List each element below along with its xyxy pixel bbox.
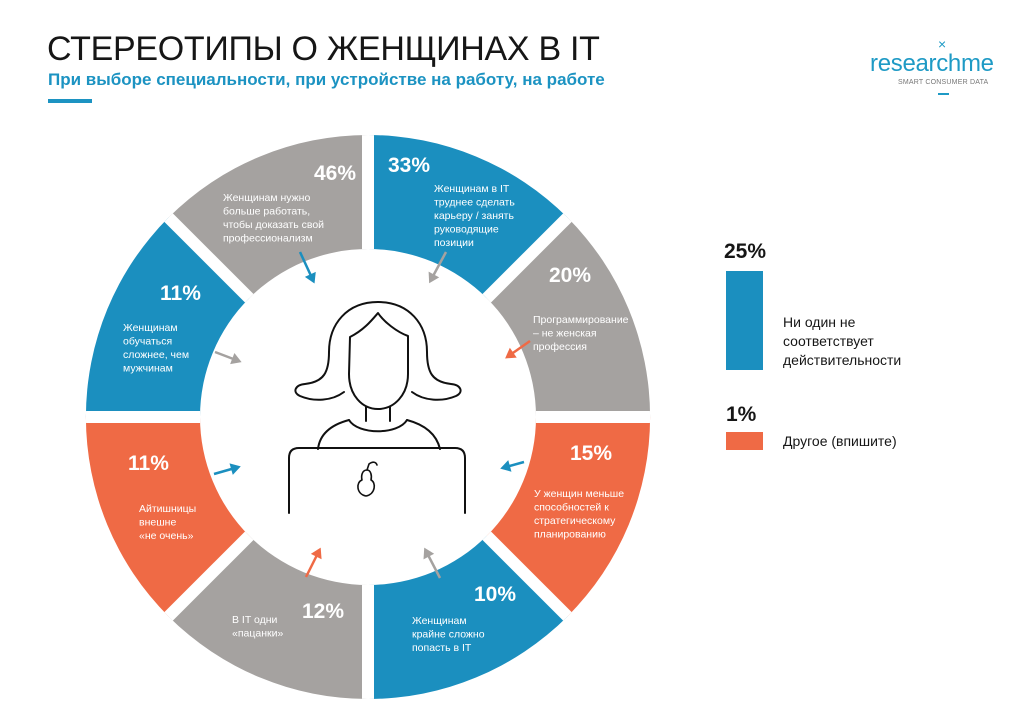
segment-label-line: стратегическому	[534, 515, 616, 527]
collar-outline	[348, 419, 408, 433]
segment-arrow-shaft	[430, 251, 448, 279]
face-outline	[348, 312, 409, 410]
segment-label-line: обучаться	[123, 336, 172, 348]
pear-logo-icon	[357, 461, 378, 497]
segment-arrow-shaft	[298, 251, 314, 279]
segment-label-line: профессия	[533, 341, 587, 353]
segment-percent: 15%	[570, 442, 612, 465]
segment-label-line: «не очень»	[139, 530, 194, 542]
arrow-head-icon	[229, 463, 241, 475]
arrow-head-icon	[500, 460, 512, 472]
hair-outline	[294, 301, 462, 401]
logo-wordmark-part2: me	[960, 50, 994, 77]
segment-label-line: попасть в IT	[412, 642, 472, 654]
segment-arrow-shaft	[304, 552, 320, 578]
segment-arrow-shaft	[509, 339, 531, 357]
woman-at-laptop-icon	[288, 301, 466, 514]
arrow-head-icon	[304, 271, 316, 284]
segment-arrow-shaft	[425, 552, 442, 579]
arrow-head-icon	[310, 547, 322, 560]
logo-dash	[938, 93, 949, 95]
page-subtitle: При выборе специальности, при устройстве…	[48, 70, 605, 89]
segment-percent: 10%	[474, 583, 516, 606]
segment-label-line: Айтишницы	[139, 503, 196, 515]
segment-label-line: способностей к	[534, 502, 609, 514]
segments-layer	[85, 134, 651, 700]
segment-gap	[479, 528, 586, 635]
legend-swatch-blue	[726, 271, 763, 370]
segment-percent: 46%	[314, 162, 356, 185]
segment-percent: 11%	[128, 452, 169, 475]
legend-item-none: 25% Ни один не соответствует действитель…	[722, 240, 942, 380]
segment-label-line: – не женская	[533, 328, 597, 340]
segment-label-line: Женщинам нужно	[223, 192, 310, 204]
segment-percent: 20%	[549, 264, 591, 287]
logo-cross-icon: ×	[938, 36, 947, 52]
page-title: СТЕРЕОТИПЫ О ЖЕНЩИНАХ В IT	[47, 30, 600, 68]
segment-label-line: В IT одни	[232, 614, 278, 626]
segment-label-line: Женщинам в IT	[434, 183, 510, 195]
shoulders-outline	[317, 419, 441, 450]
legend-label: Ни один не соответствует действительност…	[783, 314, 902, 368]
segment-label-line: Женщинам	[412, 615, 467, 627]
legend-item-other: 1% Другое (впишите)	[722, 403, 942, 463]
arrow-head-icon	[505, 347, 517, 359]
legend-pct: 1%	[726, 403, 757, 426]
segment-label-line: профессионализм	[223, 233, 313, 245]
subtitle-underline	[48, 99, 92, 103]
logo-wordmark: researchme	[870, 50, 994, 78]
segment-label-group-4: 15% У женщин меньше способностей кстратеги…	[534, 442, 624, 541]
segment-label-group-6: 12% В IT одни «пацанки»	[232, 600, 344, 640]
segment-label-line: У женщин меньше	[534, 488, 624, 500]
neck-outline	[365, 406, 391, 422]
segment-label-line: планированию	[534, 529, 606, 541]
laptop-outline	[288, 447, 466, 514]
arrow-head-icon	[428, 271, 440, 284]
legend-swatch-orange	[726, 432, 763, 450]
segment-percent: 33%	[388, 154, 430, 177]
segment-percent: 11%	[160, 282, 201, 305]
segment-label-line: сложнее, чем	[123, 349, 189, 361]
segment-percent: 12%	[302, 600, 344, 623]
segment-label-line: внешне	[139, 517, 176, 529]
segment-label-line: Программирование	[533, 314, 629, 326]
segment-label-line: мужчинам	[123, 363, 173, 375]
legend-pct: 25%	[724, 240, 767, 263]
segment-gap	[150, 528, 257, 635]
segment-label-group-7: 11% Айтишницы внешне«не очень»	[128, 452, 196, 542]
segment-label-line: Женщинам	[123, 322, 178, 334]
segment-label-line: крайне сложно	[412, 629, 485, 641]
arrow-head-icon	[423, 547, 435, 560]
arrows-layer	[213, 251, 531, 579]
segment-label-line: больше работать,	[223, 206, 310, 218]
legend-label: Другое (впишите)	[783, 433, 897, 449]
segment-label-line: руководящие	[434, 224, 499, 236]
logo-wordmark-part1: research	[870, 50, 961, 77]
labels-layer: 46% Женщинам нужно больше работать,чтобы д…	[123, 154, 629, 654]
segment-label-line: позиции	[434, 237, 474, 249]
segment-gap	[479, 199, 586, 306]
brand-logo: × researchme SMART CONSUMER DATA	[870, 36, 1020, 116]
segment-label-line: чтобы доказать свой	[223, 219, 324, 231]
logo-tagline: SMART CONSUMER DATA	[898, 79, 989, 86]
segment-gap	[150, 199, 257, 306]
arrow-head-icon	[230, 352, 242, 365]
segment-label-line: карьеру / занять	[434, 210, 514, 222]
segment-label-line: «пацанки»	[232, 628, 283, 640]
segment-label-line: труднее сделать	[434, 197, 515, 209]
segment-label-group-1: 46% Женщинам нужно больше работать,чтобы д…	[223, 162, 356, 245]
